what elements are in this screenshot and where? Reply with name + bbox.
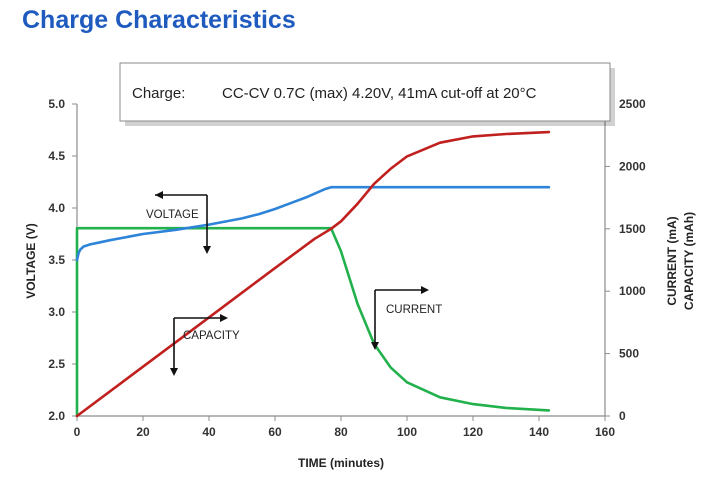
x-tick-label: 100 (397, 425, 417, 439)
chart-series (75, 130, 551, 418)
capacity-series-line (75, 130, 551, 418)
y-right-tick-label: 1500 (619, 222, 646, 236)
arrow-head (203, 246, 211, 254)
y-right-axis-title-capacity: CAPACITY (mAh) (682, 212, 696, 310)
arrow-head (371, 342, 379, 350)
y-left-tick-label: 3.5 (48, 253, 65, 267)
x-tick-label: 140 (529, 425, 549, 439)
y-right-tick-label: 2000 (619, 159, 646, 173)
page-title: Charge Characteristics (22, 6, 296, 34)
y-left-axis-title: VOLTAGE (V) (24, 223, 38, 299)
y-left-tick-label: 4.5 (48, 149, 65, 163)
x-tick-label: 0 (74, 425, 81, 439)
x-tick-label: 40 (202, 425, 216, 439)
chart-annotations: VOLTAGE CURRENT CAPACITY (146, 191, 442, 376)
y-left-tick-label: 5.0 (48, 97, 65, 111)
chart-axes (76, 104, 606, 417)
x-tick-label: 160 (595, 425, 615, 439)
capacity-annotation: CAPACITY (183, 330, 240, 342)
y-right-tick-label: 0 (619, 409, 626, 423)
y-right-tick-label: 2500 (619, 97, 646, 111)
charge-info-label: Charge: (132, 85, 185, 102)
chart-ticks: 0 20 40 60 80 100 120 140 160 2.0 2.5 3.0 3.5 4.0 4.5 5… (48, 97, 646, 439)
charge-info-box: Charge: CC-CV 0.7C (max) 4.20V, 41mA cut… (119, 62, 615, 126)
charge-info-text: CC-CV 0.7C (max) 4.20V, 41mA cut-off at … (222, 85, 537, 102)
arrow-head (421, 286, 429, 294)
y-right-tick-label: 500 (619, 347, 639, 361)
current-series-line (75, 226, 551, 418)
y-right-axis-title-current: CURRENT (mA) (665, 216, 679, 305)
x-tick-label: 60 (268, 425, 282, 439)
voltage-annotation: VOLTAGE (146, 209, 199, 221)
x-tick-label: 120 (463, 425, 483, 439)
y-left-tick-label: 2.0 (48, 409, 65, 423)
x-tick-label: 80 (334, 425, 348, 439)
arrow-head (170, 368, 178, 376)
x-axis-title: TIME (minutes) (298, 456, 384, 470)
arrow-head (220, 314, 228, 322)
y-left-tick-label: 2.5 (48, 357, 65, 371)
current-annotation: CURRENT (386, 304, 442, 316)
y-right-tick-label: 1000 (619, 284, 646, 298)
x-tick-label: 20 (136, 425, 150, 439)
arrow-head (155, 191, 163, 199)
y-left-tick-label: 4.0 (48, 201, 65, 215)
voltage-series-line (75, 185, 551, 262)
y-left-tick-label: 3.0 (48, 305, 65, 319)
